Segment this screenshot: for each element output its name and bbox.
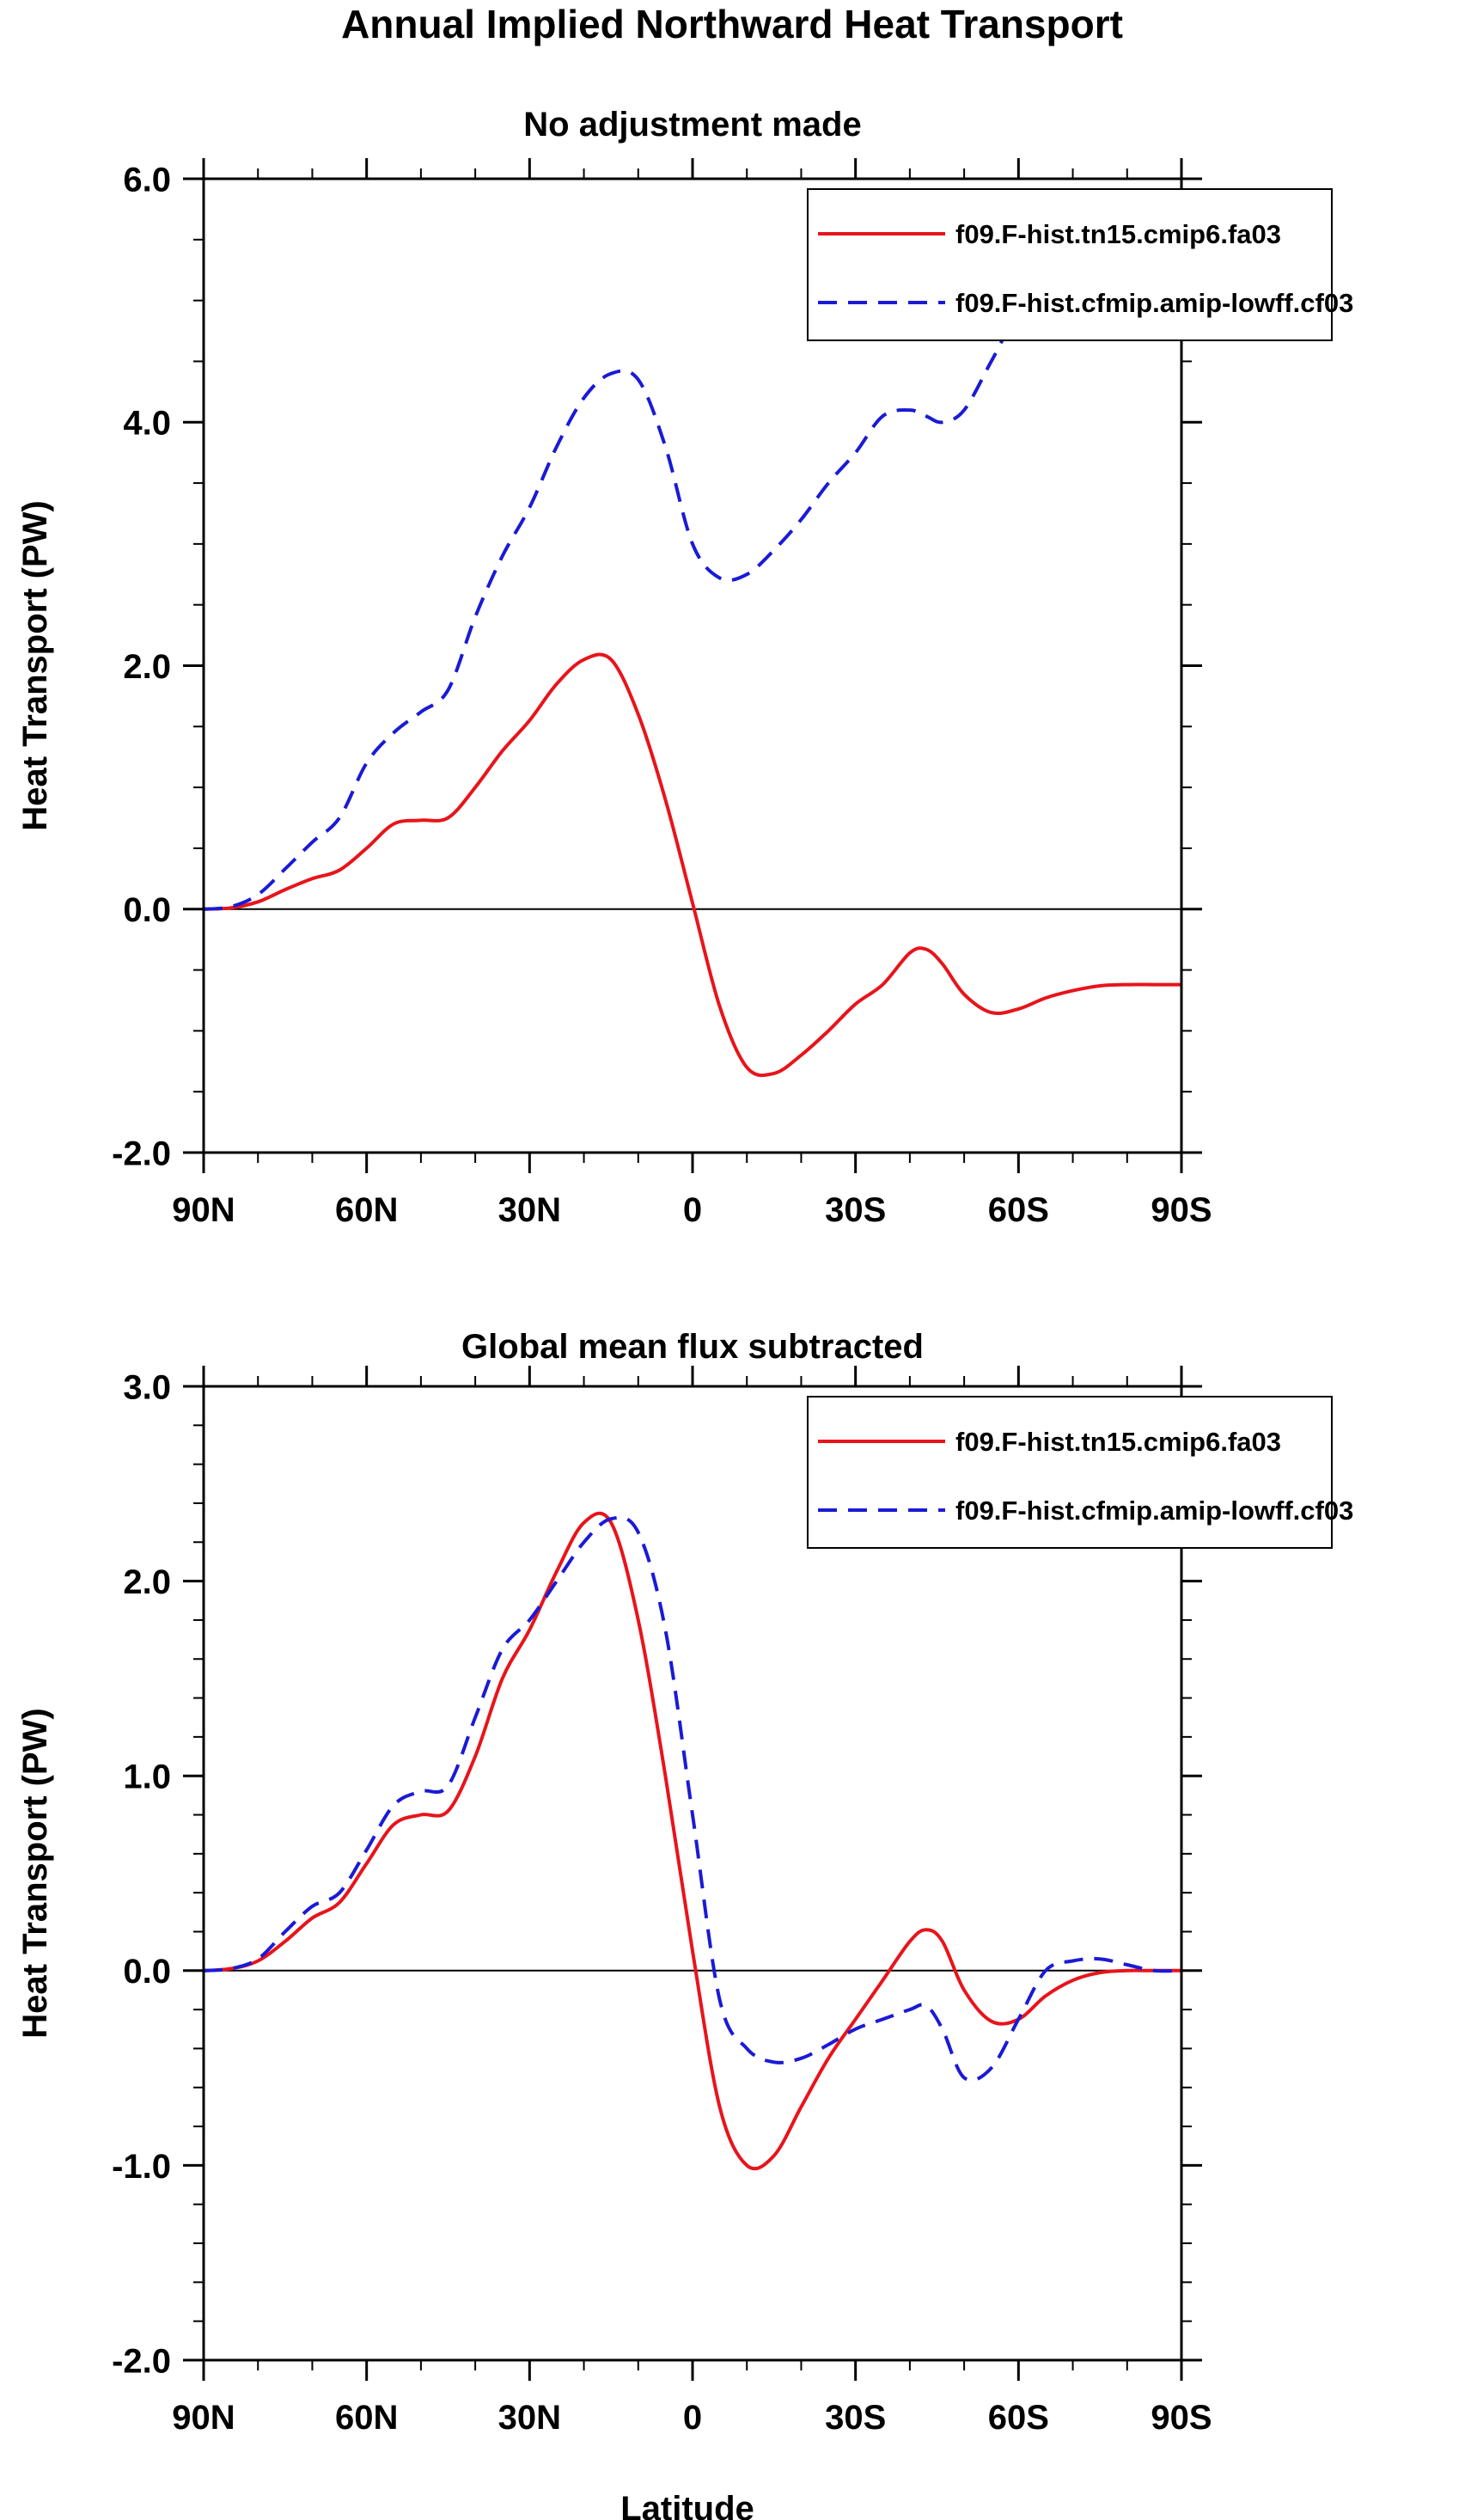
legend: f09.F-hist.tn15.cmip6.fa03 f09.F-hist.cfm… — [807, 188, 1353, 341]
x-tick-label: 0 — [683, 1191, 702, 1229]
y-tick-label: 1.0 — [123, 1758, 171, 1796]
chart-title: No adjustment made — [523, 106, 861, 144]
y-tick-label: -2.0 — [112, 1135, 171, 1172]
y-axis-label: Heat Transport (PW) — [16, 1708, 54, 2038]
x-tick-label: 90N — [172, 1191, 235, 1229]
legend: f09.F-hist.tn15.cmip6.fa03 f09.F-hist.cfm… — [807, 1396, 1353, 1549]
legend-entry-label: f09.F-hist.tn15.cmip6.fa03 — [955, 219, 1281, 249]
legend-entry-label: f09.F-hist.tn15.cmip6.fa03 — [955, 1427, 1281, 1457]
x-tick-label: 30S — [825, 2399, 886, 2437]
top-panel-chart: No adjustment made Heat Transport (PW) -2.… — [16, 106, 1353, 1229]
y-tick-label: 0.0 — [123, 1953, 171, 1991]
y-tick-label: 0.0 — [123, 891, 171, 929]
x-tick-label: 90N — [172, 2399, 235, 2437]
y-tick-label: 2.0 — [123, 648, 171, 686]
y-tick-label: 3.0 — [123, 1368, 171, 1406]
figure-title: Annual Implied Northward Heat Transport — [341, 2, 1123, 46]
x-tick-label: 0 — [683, 2399, 702, 2437]
series-line-2 — [203, 1515, 1182, 2083]
legend-entry-label: f09.F-hist.cfmip.amip-lowff.cf03 — [955, 288, 1353, 318]
x-tick-label: 60N — [335, 2399, 398, 2437]
chart-title: Global mean flux subtracted — [461, 1328, 924, 1366]
legend-box — [807, 1396, 1333, 1549]
y-tick-label: 2.0 — [123, 1563, 171, 1601]
x-tick-label: 60S — [988, 1191, 1049, 1229]
bottom-panel-chart: Global mean flux subtracted Heat Transpor… — [16, 1328, 1353, 2437]
y-tick-label: 4.0 — [123, 405, 171, 443]
x-axis-label: Latitude — [620, 2490, 754, 2520]
x-tick-label: 90S — [1151, 2399, 1212, 2437]
x-tick-label: 60S — [988, 2399, 1049, 2437]
x-tick-label: 30N — [498, 1191, 561, 1229]
series-line-2 — [203, 284, 1181, 911]
x-tick-label: 90S — [1151, 1191, 1212, 1229]
y-tick-label: 6.0 — [123, 161, 171, 199]
y-tick-label: -2.0 — [112, 2342, 171, 2380]
series-line-1 — [203, 1511, 1181, 2171]
series-line-1 — [203, 652, 1181, 1078]
x-tick-label: 60N — [335, 1191, 398, 1229]
legend-entry-label: f09.F-hist.cfmip.amip-lowff.cf03 — [955, 1495, 1353, 1526]
x-tick-label: 30S — [825, 1191, 886, 1229]
y-axis-label: Heat Transport (PW) — [16, 500, 54, 830]
y-tick-label: -1.0 — [112, 2148, 171, 2186]
legend-box — [807, 188, 1333, 341]
x-tick-label: 30N — [498, 2399, 561, 2437]
